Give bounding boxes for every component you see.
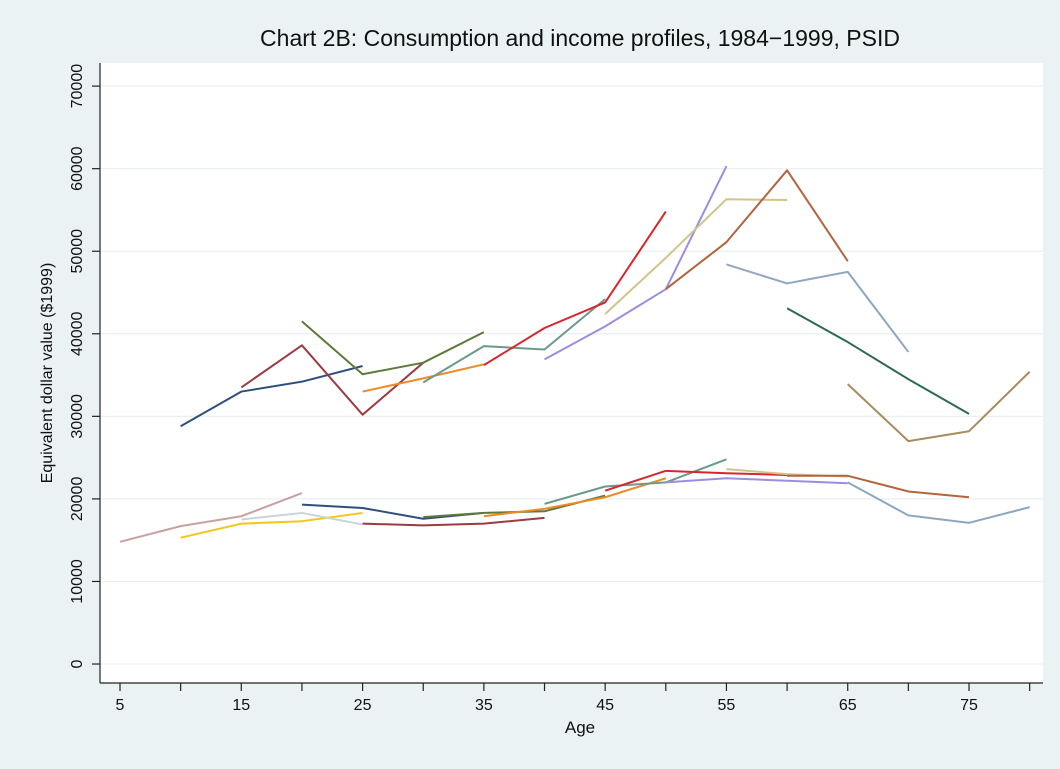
x-tick-label: 45 bbox=[596, 697, 614, 714]
line-series bbox=[301, 320, 485, 376]
chart-title: Chart 2B: Consumption and income profile… bbox=[260, 25, 900, 51]
line-series bbox=[119, 492, 303, 543]
line-series bbox=[847, 371, 1031, 443]
line-series bbox=[665, 169, 849, 290]
x-tick-label: 25 bbox=[354, 697, 372, 714]
line-series bbox=[847, 481, 1030, 524]
line-series bbox=[604, 198, 788, 315]
y-tick-label: 30000 bbox=[69, 394, 86, 439]
y-tick-label: 70000 bbox=[69, 64, 86, 109]
y-tick-label: 60000 bbox=[69, 146, 86, 191]
line-series bbox=[787, 474, 970, 499]
line-series bbox=[180, 511, 363, 539]
line-series bbox=[422, 298, 606, 384]
y-tick-label: 20000 bbox=[69, 477, 86, 522]
line-series bbox=[240, 344, 424, 416]
line-series bbox=[241, 511, 363, 526]
line-series bbox=[483, 211, 667, 367]
x-tick-label: 15 bbox=[232, 697, 250, 714]
line-series bbox=[726, 263, 910, 353]
line-series bbox=[483, 477, 667, 518]
line-series bbox=[604, 469, 788, 492]
y-tick-label: 0 bbox=[69, 659, 86, 668]
y-tick-label: 40000 bbox=[69, 311, 86, 356]
x-axis-label: Age bbox=[565, 718, 595, 737]
x-tick-label: 55 bbox=[718, 697, 736, 714]
line-series bbox=[665, 477, 848, 485]
x-tick-label: 5 bbox=[116, 697, 125, 714]
y-tick-label: 50000 bbox=[69, 229, 86, 274]
line-series bbox=[786, 307, 970, 415]
y-tick-label: 10000 bbox=[69, 559, 86, 604]
x-tick-label: 65 bbox=[839, 697, 857, 714]
y-axis-label: Equivalent dollar value ($1999) bbox=[39, 263, 56, 484]
line-series bbox=[362, 516, 545, 527]
line-series bbox=[180, 365, 363, 428]
x-tick-label: 75 bbox=[960, 697, 978, 714]
line-series bbox=[362, 363, 485, 393]
plot-area bbox=[100, 63, 1043, 683]
line-series bbox=[544, 458, 727, 505]
x-tick-label: 35 bbox=[475, 697, 493, 714]
